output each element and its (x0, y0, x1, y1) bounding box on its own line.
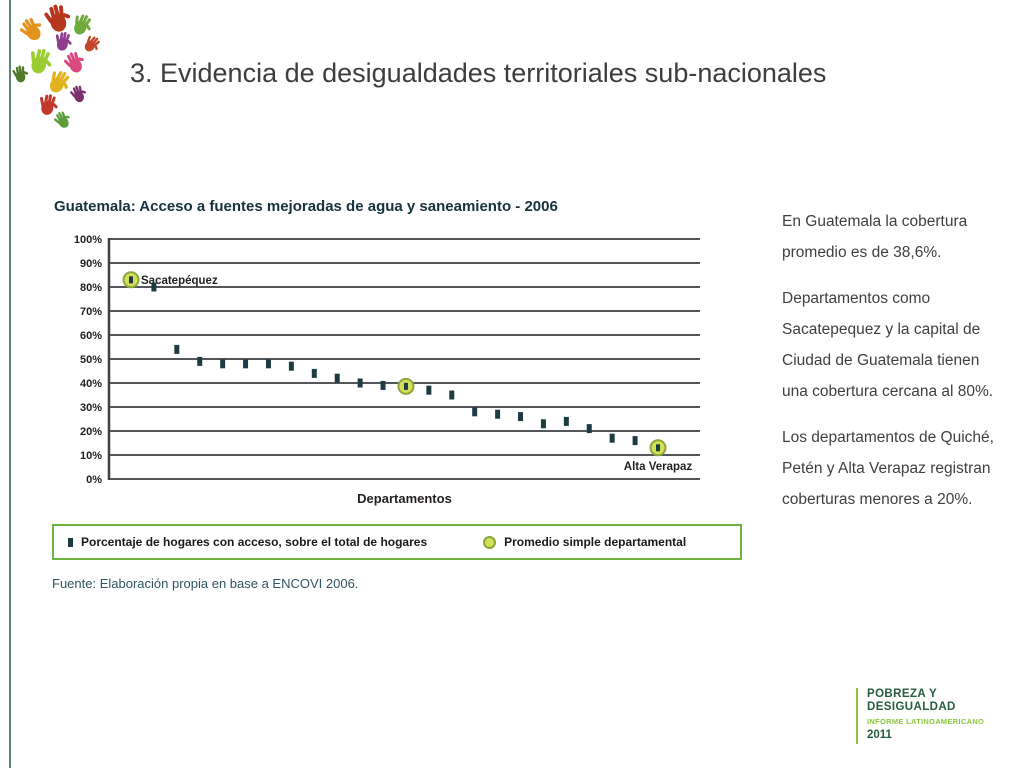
average-point-core (129, 276, 133, 284)
legend-item-households: Porcentaje de hogares con acceso, sobre … (68, 535, 427, 549)
square-marker-icon (68, 537, 73, 547)
report-logo: POBREZA Y DESIGUALDAD INFORME LATINOAMER… (856, 688, 984, 744)
hand-icon (10, 63, 29, 85)
ytick-label: 90% (80, 258, 102, 270)
hand-icon (68, 9, 96, 39)
ytick-label: 70% (80, 306, 102, 318)
chart-plot: 0% 10% 20% 30% 40% 50% 60% 70% 80% 90% 100% Sacatep… (74, 234, 700, 506)
hand-icon (50, 107, 73, 132)
hand-icon (36, 90, 60, 117)
average-point-core (656, 444, 660, 452)
data-point (197, 356, 203, 366)
data-point (151, 282, 157, 292)
hand-icon (80, 31, 105, 56)
data-point (609, 433, 615, 443)
point-label: Alta Verapaz (624, 461, 693, 473)
average-point-core (403, 382, 408, 390)
data-point (472, 407, 478, 417)
data-point (243, 359, 249, 369)
report-logo-line3: INFORME LATINOAMERICANO (867, 717, 985, 726)
left-border-line (9, 0, 11, 768)
commentary-paragraph: Los departamentos de Quiché, Petén y Alt… (782, 429, 994, 508)
data-point (380, 380, 386, 390)
xaxis-label: Departamentos (357, 491, 452, 506)
hand-icon (60, 47, 88, 77)
chart-block: Guatemala: Acceso a fuentes mejoradas de… (52, 198, 744, 591)
data-point (586, 424, 592, 434)
hand-icon (52, 29, 73, 53)
data-point (632, 436, 638, 446)
data-point (449, 390, 455, 400)
report-logo-line4: 2011 (867, 729, 892, 741)
data-point (265, 359, 271, 369)
legend-item-average: Promedio simple departamental (483, 535, 686, 549)
point-label: Sacatepéquez (141, 275, 218, 287)
legend-label-households: Porcentaje de hogares con acceso, sobre … (81, 535, 428, 549)
chart-source: Fuente: Elaboración propia en base a ENC… (52, 576, 359, 591)
hand-icon (67, 82, 89, 106)
data-point (540, 419, 546, 429)
circle-marker-icon (483, 535, 497, 549)
ytick-label: 40% (80, 378, 102, 390)
commentary: En Guatemala la cobertura promedio es de… (782, 206, 997, 530)
hand-icon (14, 12, 47, 46)
ytick-label: 60% (80, 330, 102, 342)
data-point (518, 412, 524, 422)
ytick-label: 80% (80, 282, 102, 294)
report-logo-line1: POBREZA Y (867, 688, 938, 700)
commentary-paragraph: En Guatemala la cobertura promedio es de… (782, 213, 968, 261)
hand-icon (40, 0, 73, 36)
handprints-logo (8, 2, 123, 147)
data-point (495, 409, 501, 419)
hand-icon (25, 43, 56, 77)
data-point (357, 378, 363, 388)
data-point (220, 359, 226, 369)
data-point (311, 368, 317, 378)
hand-icon (43, 64, 75, 98)
chart-legend: Porcentaje de hogares con acceso, sobre … (52, 524, 742, 560)
data-point (334, 373, 340, 383)
ytick-label: 50% (80, 354, 102, 366)
report-logo-text: POBREZA Y DESIGUALDAD INFORME LATINOAMER… (867, 688, 984, 744)
commentary-paragraph: Departamentos como Sacatepequez y la cap… (782, 290, 994, 400)
data-point (426, 385, 432, 395)
ytick-label: 10% (80, 450, 102, 462)
ytick-label: 100% (74, 234, 102, 246)
report-logo-rule (856, 688, 858, 744)
ytick-label: 0% (86, 474, 102, 486)
data-point (288, 361, 294, 371)
slide-title: 3. Evidencia de desigualdades territoria… (130, 58, 827, 88)
data-point (174, 344, 180, 354)
legend-label-average: Promedio simple departamental (504, 535, 687, 549)
ytick-label: 30% (80, 402, 102, 414)
report-logo-line2: DESIGUALDAD (867, 701, 956, 713)
ytick-label: 20% (80, 426, 102, 438)
chart-title: Guatemala: Acceso a fuentes mejoradas de… (54, 198, 558, 215)
data-point (563, 416, 569, 426)
